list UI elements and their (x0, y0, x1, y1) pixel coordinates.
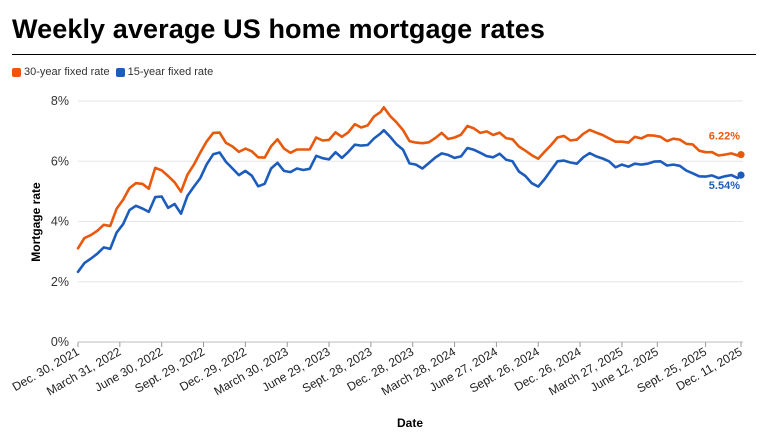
y-tick-label: 0% (51, 335, 69, 349)
y-tick-label: 8% (51, 94, 69, 108)
y-tick-label: 6% (51, 154, 69, 168)
y-axis-title: Mortgage rate (29, 182, 43, 262)
x-axis-title: Date (397, 416, 423, 430)
legend-item-30-year[interactable]: 30-year fixed rate (12, 66, 110, 78)
legend: 30-year fixed rate 15-year fixed rate (12, 66, 219, 78)
chart-title: Weekly average US home mortgage rates (12, 14, 545, 44)
y-tick-label: 4% (51, 215, 69, 229)
end-label-15-year: 5.54% (709, 180, 740, 192)
end-point-15-year (737, 171, 745, 179)
series-line-30-year (76, 106, 743, 250)
y-tick-label: 2% (51, 275, 69, 289)
legend-label-30-year: 30-year fixed rate (24, 66, 110, 78)
end-point-30-year (737, 151, 745, 159)
series-line-15-year (76, 128, 743, 274)
legend-label-15-year: 15-year fixed rate (127, 66, 214, 78)
end-label-30-year: 6.22% (709, 131, 740, 143)
legend-swatch-15-year (115, 67, 125, 77)
legend-swatch-30-year (12, 67, 21, 77)
title-divider (12, 54, 756, 55)
legend-item-15-year[interactable]: 15-year fixed rate (115, 66, 214, 78)
